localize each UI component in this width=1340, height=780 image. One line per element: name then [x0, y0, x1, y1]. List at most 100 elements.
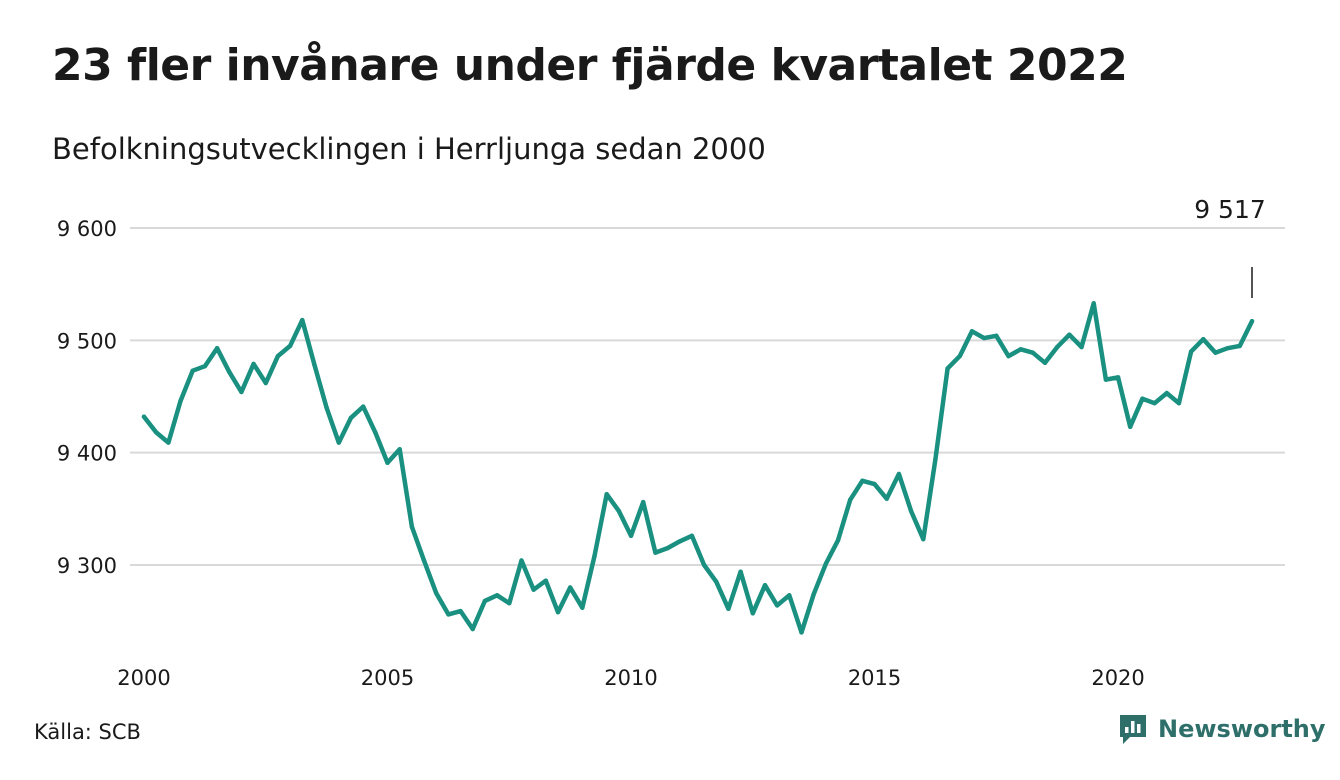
- chart-title: 23 fler invånare under fjärde kvartalet …: [52, 40, 1128, 91]
- data-point: [312, 362, 317, 368]
- data-point: [1030, 350, 1036, 355]
- x-axis-tick-labels: 2000 2005 2010 2015 2020: [117, 666, 1145, 690]
- data-point: [689, 533, 695, 538]
- data-point: [1054, 344, 1060, 350]
- y-tick-label: 9 500: [57, 329, 117, 353]
- data-point: [543, 578, 549, 583]
- data-point: [1042, 360, 1048, 365]
- data-point: [677, 539, 682, 544]
- data-point: [373, 430, 378, 435]
- data-point: [385, 460, 390, 465]
- data-point: [787, 593, 792, 598]
- data-point: [300, 317, 305, 323]
- data-point: [153, 430, 159, 435]
- data-point: [750, 611, 755, 616]
- data-point: [762, 583, 768, 588]
- data-point: [580, 605, 585, 610]
- y-tick-label: 9 600: [57, 217, 117, 241]
- data-point: [1188, 349, 1194, 354]
- data-point: [482, 598, 488, 604]
- data-point: [360, 404, 366, 409]
- brand-name: Newsworthy: [1158, 715, 1326, 743]
- data-point: [178, 398, 183, 404]
- data-point: [604, 492, 609, 497]
- data-point: [701, 562, 707, 568]
- x-tick-label: 2005: [361, 666, 414, 690]
- data-point: [397, 447, 402, 452]
- data-point: [1237, 343, 1243, 349]
- chart-subtitle: Befolkningsutvecklingen i Herrljunga sed…: [52, 132, 766, 166]
- data-point: [336, 440, 342, 445]
- data-point: [1201, 337, 1206, 342]
- data-point: [348, 415, 354, 421]
- data-point: [190, 368, 195, 373]
- data-point: [799, 630, 804, 635]
- data-point: [555, 609, 561, 615]
- y-axis-tick-labels: 9 300 9 400 9 500 9 600: [57, 217, 117, 578]
- data-point: [616, 508, 622, 514]
- data-point: [1091, 301, 1096, 306]
- data-point: [823, 561, 829, 567]
- y-tick-label: 9 400: [57, 442, 117, 466]
- data-point: [641, 499, 646, 505]
- data-point: [275, 353, 281, 359]
- data-point: [1115, 375, 1121, 380]
- data-point: [981, 335, 987, 341]
- data-point: [847, 497, 853, 503]
- data-point: [494, 593, 500, 598]
- data-point: [1006, 353, 1011, 359]
- data-point: [945, 366, 950, 371]
- data-point: [227, 369, 232, 374]
- data-point: [409, 524, 415, 530]
- data-point: [1249, 319, 1255, 324]
- data-point: [1152, 401, 1157, 406]
- data-point: [921, 536, 926, 542]
- data-point: [738, 569, 743, 574]
- data-point: [726, 606, 731, 612]
- data-point: [507, 600, 512, 606]
- data-point: [263, 380, 268, 386]
- data-point: [141, 414, 147, 419]
- data-point: [1128, 424, 1133, 430]
- data-point: [774, 603, 780, 608]
- data-point: [567, 585, 573, 590]
- data-point: [1164, 390, 1169, 396]
- series-line: [141, 301, 1255, 635]
- data-point: [714, 579, 719, 585]
- data-point: [287, 343, 293, 349]
- data-point: [519, 558, 524, 563]
- data-point: [1225, 345, 1230, 351]
- data-point: [531, 587, 536, 592]
- data-point: [994, 333, 999, 339]
- data-point: [872, 481, 877, 487]
- source-note: Källa: SCB: [34, 720, 141, 744]
- data-point: [860, 478, 865, 483]
- data-point: [446, 612, 451, 617]
- data-point: [1176, 401, 1182, 406]
- y-tick-label: 9 300: [57, 554, 117, 578]
- data-point: [908, 508, 914, 514]
- data-point: [628, 533, 634, 538]
- x-tick-label: 2015: [848, 666, 901, 690]
- data-point: [1079, 344, 1084, 350]
- x-tick-label: 2010: [604, 666, 657, 690]
- line-chart: 9 300 9 400 9 500 9 600 2000 2005 2010 2015 202…: [57, 195, 1285, 690]
- data-point: [969, 329, 975, 334]
- x-tick-label: 2020: [1091, 666, 1144, 690]
- data-point: [896, 471, 902, 477]
- data-point: [1140, 396, 1145, 401]
- data-point: [884, 496, 889, 501]
- data-point: [251, 361, 256, 367]
- data-point: [458, 608, 463, 614]
- data-point: [592, 553, 597, 559]
- data-point: [1067, 332, 1072, 337]
- brand-logo[interactable]: Newsworthy: [1118, 713, 1326, 745]
- data-point: [470, 626, 475, 632]
- data-point: [1018, 347, 1023, 352]
- data-point: [202, 363, 208, 369]
- data-point: [957, 353, 962, 359]
- data-point: [1103, 377, 1109, 382]
- newsworthy-logo-icon: [1120, 715, 1146, 744]
- annotation-layer: 9 517: [1194, 195, 1266, 298]
- last-value-label: 9 517: [1194, 195, 1266, 224]
